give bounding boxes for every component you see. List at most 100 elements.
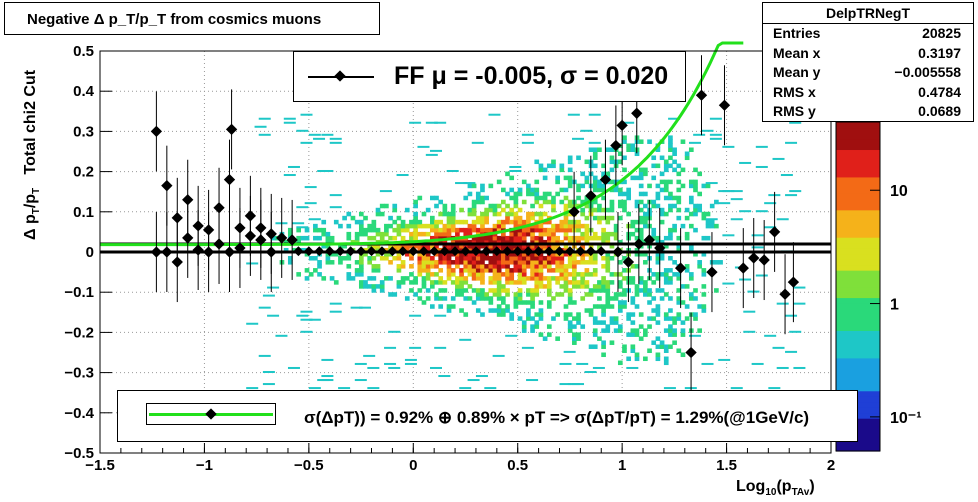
heatmap-cell bbox=[597, 147, 602, 152]
heatmap-cell bbox=[384, 231, 389, 237]
heatmap-cell bbox=[663, 179, 669, 185]
heatmap-cell bbox=[404, 296, 410, 301]
heatmap-cell bbox=[413, 235, 418, 241]
heatmap-cell bbox=[333, 252, 339, 257]
heatmap-cell bbox=[693, 207, 698, 213]
heatmap-cell bbox=[634, 328, 640, 333]
heatmap-cell bbox=[308, 272, 314, 277]
heatmap-cell bbox=[304, 227, 310, 233]
heatmap-cell bbox=[517, 187, 523, 193]
heatmap-cell bbox=[613, 231, 619, 237]
heatmap-cell bbox=[421, 231, 427, 237]
heatmap-cell bbox=[404, 276, 410, 281]
heatmap-cell bbox=[668, 135, 673, 140]
heatmap-cell bbox=[668, 143, 673, 148]
heatmap-cell bbox=[638, 207, 644, 213]
heatmap-cell bbox=[492, 292, 498, 297]
heatmap-cell bbox=[300, 310, 313, 313]
heatmap-cell bbox=[538, 252, 544, 257]
heatmap-cell bbox=[509, 239, 515, 245]
heatmap-cell bbox=[559, 292, 565, 297]
heatmap-cell bbox=[421, 284, 427, 289]
heatmap-cell bbox=[421, 256, 427, 261]
heatmap-cell bbox=[313, 137, 326, 140]
mean-marker bbox=[585, 246, 596, 257]
heatmap-cell bbox=[559, 268, 565, 273]
heatmap-cell bbox=[622, 199, 627, 205]
heatmap-cell bbox=[643, 284, 648, 289]
heatmap-cell bbox=[442, 211, 448, 217]
heatmap-cell bbox=[513, 292, 519, 297]
heatmap-cell bbox=[701, 129, 714, 132]
heatmap-cell bbox=[480, 187, 485, 193]
heatmap-cell bbox=[663, 344, 669, 349]
heatmap-cell bbox=[626, 211, 631, 217]
heatmap-cell bbox=[471, 207, 477, 213]
heatmap-cell bbox=[455, 239, 460, 245]
heatmap-cell bbox=[622, 207, 627, 213]
profile-marker bbox=[631, 107, 643, 119]
heatmap-cell bbox=[450, 223, 456, 229]
heatmap-cell bbox=[475, 195, 481, 201]
heatmap-cell bbox=[471, 235, 477, 241]
heatmap-cell bbox=[471, 141, 484, 144]
heatmap-cell bbox=[505, 211, 510, 217]
heatmap-cell bbox=[538, 332, 544, 337]
heatmap-cell bbox=[467, 256, 473, 261]
heatmap-cell bbox=[709, 133, 722, 136]
profile-marker bbox=[276, 232, 288, 244]
heatmap-cell bbox=[592, 183, 598, 189]
heatmap-cell bbox=[409, 314, 422, 317]
heatmap-cell bbox=[329, 194, 342, 197]
heatmap-cell bbox=[467, 268, 473, 273]
heatmap-cell bbox=[643, 219, 648, 225]
heatmap-cell bbox=[338, 387, 351, 390]
heatmap-cell bbox=[672, 316, 677, 321]
heatmap-cell bbox=[509, 256, 515, 261]
heatmap-cell bbox=[684, 231, 690, 237]
stats-box: DelpTRNegT Entries 20825 Mean x 0.3197 Mea… bbox=[762, 2, 974, 122]
heatmap-cell bbox=[668, 235, 673, 241]
heatmap-cell bbox=[592, 199, 598, 205]
heatmap-cell bbox=[313, 235, 318, 241]
heatmap-cell bbox=[363, 215, 368, 221]
heatmap-cell bbox=[546, 288, 552, 293]
heatmap-cell bbox=[572, 284, 577, 289]
mean-marker bbox=[685, 346, 697, 359]
heatmap-cell bbox=[655, 191, 661, 197]
heatmap-cell bbox=[496, 292, 502, 297]
mean-marker bbox=[223, 246, 236, 258]
heatmap-cell bbox=[467, 247, 473, 253]
heatmap-cell bbox=[505, 219, 510, 225]
mean-marker bbox=[502, 246, 513, 257]
heatmap-cell bbox=[622, 191, 627, 197]
profile-marker bbox=[695, 89, 708, 101]
heatmap-cell bbox=[446, 211, 452, 217]
heatmap-cell bbox=[559, 284, 565, 289]
x-tick-label: −1 bbox=[196, 457, 213, 474]
heatmap-cell bbox=[651, 280, 657, 285]
heatmap-cell bbox=[396, 284, 402, 289]
heatmap-cell bbox=[709, 219, 715, 225]
heatmap-cell bbox=[617, 260, 623, 265]
heatmap-cell bbox=[421, 260, 427, 265]
heatmap-cell bbox=[321, 358, 334, 361]
mean-marker bbox=[460, 246, 471, 257]
heatmap-cell bbox=[655, 320, 661, 325]
heatmap-cell bbox=[388, 366, 401, 369]
heatmap-cell bbox=[551, 203, 556, 209]
heatmap-cell bbox=[505, 292, 510, 297]
heatmap-cell bbox=[576, 362, 589, 365]
heatmap-cell bbox=[358, 272, 364, 277]
heatmap-cell bbox=[563, 207, 569, 213]
mean-marker bbox=[633, 238, 645, 250]
heatmap-cell bbox=[617, 360, 623, 366]
heatmap-cell bbox=[567, 167, 573, 173]
heatmap-cell bbox=[434, 296, 439, 301]
heatmap-cell bbox=[450, 203, 456, 209]
heatmap-cell bbox=[601, 231, 606, 237]
heatmap-cell bbox=[480, 256, 485, 261]
heatmap-cell bbox=[517, 272, 523, 277]
heatmap-cell bbox=[668, 195, 673, 201]
heatmap-cell bbox=[630, 344, 636, 349]
